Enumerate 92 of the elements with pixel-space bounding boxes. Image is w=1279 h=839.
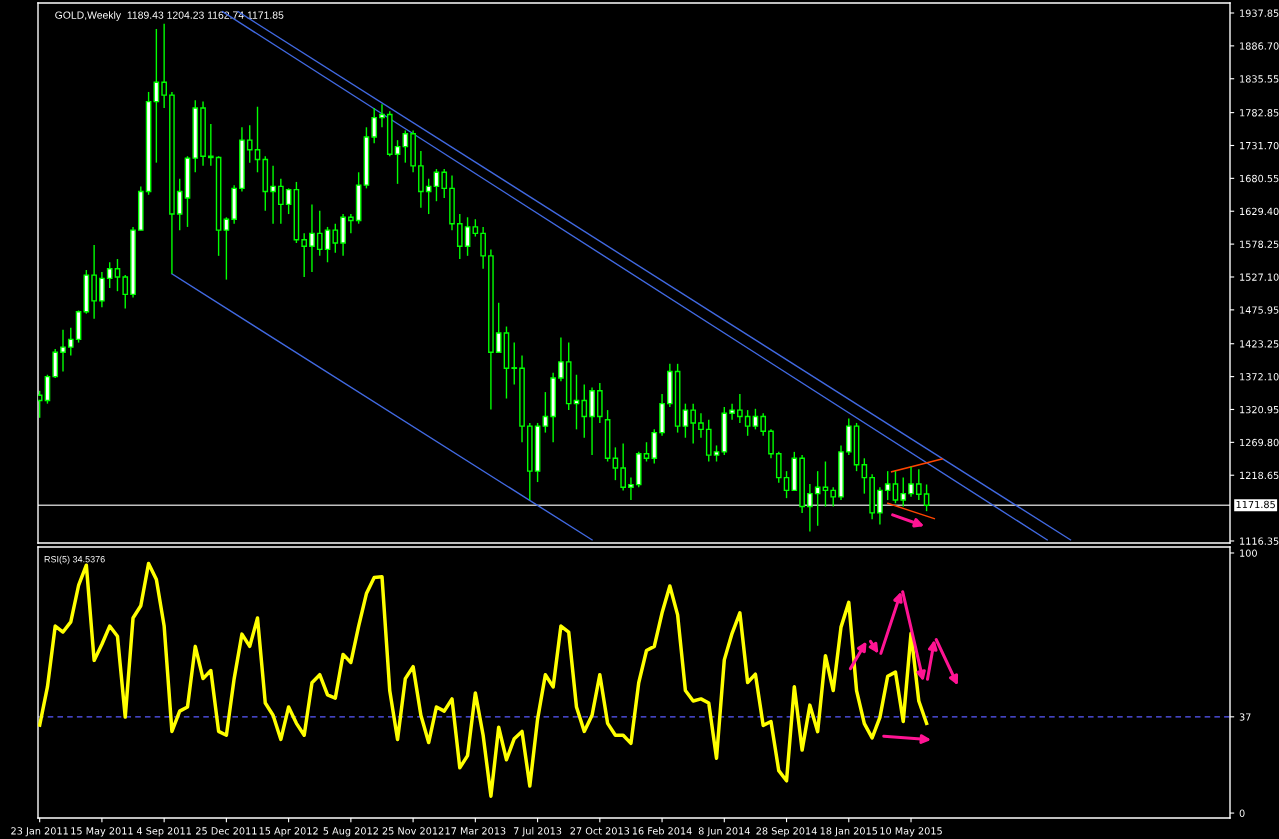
candlestick (38, 390, 43, 419)
y-tick-label: 1731.70 (1240, 141, 1279, 150)
candlestick (207, 123, 214, 167)
x-tick-label: 18 Jan 2015 (820, 827, 878, 837)
x-tick-label: 25 Nov 2012 (382, 827, 444, 835)
candlestick (682, 402, 689, 439)
y-tick-label: 1475.95 (1240, 306, 1279, 314)
candlestick (246, 124, 253, 164)
candlestick (394, 139, 401, 185)
candlestick (379, 103, 385, 128)
candlestick (67, 327, 74, 357)
x-tick-label: 28 Sep 2014 (756, 827, 817, 837)
y-tick-label: 1937.85 (1240, 9, 1279, 17)
candlestick (402, 129, 409, 164)
candlestick (324, 226, 331, 263)
candlestick (114, 258, 121, 292)
y-tick-label: 1218.65 (1240, 471, 1279, 480)
candlestick (752, 408, 759, 431)
candlestick (542, 391, 549, 434)
candlestick (581, 383, 588, 439)
candlestick (760, 412, 767, 437)
candlestick (877, 486, 883, 526)
x-tick-label: 16 Feb 2014 (632, 827, 692, 835)
y-tick-label: 1578.25 (1240, 240, 1279, 248)
candlestick (480, 226, 486, 270)
y-tick-label: 1680.55 (1240, 174, 1279, 183)
candlestick (892, 470, 899, 504)
candlestick (643, 441, 650, 463)
candlestick (254, 106, 261, 173)
candlestick (99, 271, 105, 308)
candlestick (464, 216, 471, 257)
candlestick (744, 409, 751, 437)
y-tick-label: 1886.70 (1240, 42, 1279, 50)
candlestick (908, 465, 914, 498)
x-tick-label: 25 Dec 2011 (196, 827, 257, 835)
candlestick (915, 468, 922, 501)
candlestick (698, 412, 704, 439)
y-tick-label: 1372.10 (1240, 373, 1279, 381)
candlestick (371, 107, 378, 145)
candlestick (176, 178, 183, 231)
y-tick-label: 1269.80 (1240, 438, 1279, 447)
x-tick-label: 4 Sep 2011 (136, 827, 191, 837)
candlestick (441, 168, 448, 199)
candlestick (301, 232, 308, 278)
x-tick-label: 10 May 2015 (880, 827, 942, 837)
candlestick (511, 341, 518, 386)
y-tick-label: 1320.95 (1240, 405, 1279, 414)
candlestick (558, 336, 564, 382)
candlestick (729, 402, 735, 421)
y-tick-label: 1835.55 (1240, 75, 1279, 83)
y-tick-label: 1116.35 (1240, 537, 1279, 545)
candlestick (923, 483, 930, 512)
x-tick-label: 15 Apr 2012 (259, 827, 318, 837)
candlestick (309, 203, 315, 273)
y-tick-label: 1782.85 (1240, 109, 1279, 117)
candlestick (332, 223, 339, 254)
candlestick (775, 451, 782, 484)
x-tick-label: 5 Aug 2012 (323, 827, 378, 837)
x-tick-label: 15 May 2011 (71, 827, 133, 837)
y-tick-label: 37 (1239, 713, 1251, 721)
candlestick (830, 486, 837, 508)
candlestick (495, 302, 502, 353)
candlestick (807, 483, 813, 533)
candlestick (106, 261, 113, 289)
x-tick-label: 8 Jun 2014 (698, 827, 750, 837)
text: RSI(5) 34.5376 (44, 555, 105, 565)
candlestick (270, 165, 276, 225)
x-tick-label: 23 Jan 2011 (11, 827, 68, 837)
candlestick (612, 446, 619, 481)
candlestick (884, 470, 891, 501)
candlestick (900, 476, 907, 508)
candlestick (620, 442, 626, 492)
x-tick-label: 17 Mar 2013 (445, 827, 506, 835)
candlestick (122, 274, 129, 310)
y-tick-label: 1629.40 (1240, 207, 1279, 216)
candlestick (60, 329, 66, 373)
x-tick-label: 7 Jul 2013 (513, 827, 562, 837)
ref-line-label: 1171.85 (1236, 500, 1275, 509)
candlestick (628, 476, 634, 501)
y-tick-label: 1527.10 (1240, 273, 1279, 281)
x-tick-label: 27 Oct 2013 (570, 827, 630, 835)
y-tick-label: 0 (1239, 809, 1245, 817)
candlestick (348, 213, 354, 235)
y-tick-label: 1423.25 (1240, 340, 1279, 348)
candlestick (278, 178, 284, 225)
candlestick (316, 210, 323, 257)
candlestick (768, 428, 774, 459)
candlestick (737, 393, 743, 424)
candlestick (456, 213, 463, 260)
candlestick (161, 23, 167, 109)
candlestick (690, 402, 697, 445)
y-tick-label: 100 (1240, 549, 1257, 557)
